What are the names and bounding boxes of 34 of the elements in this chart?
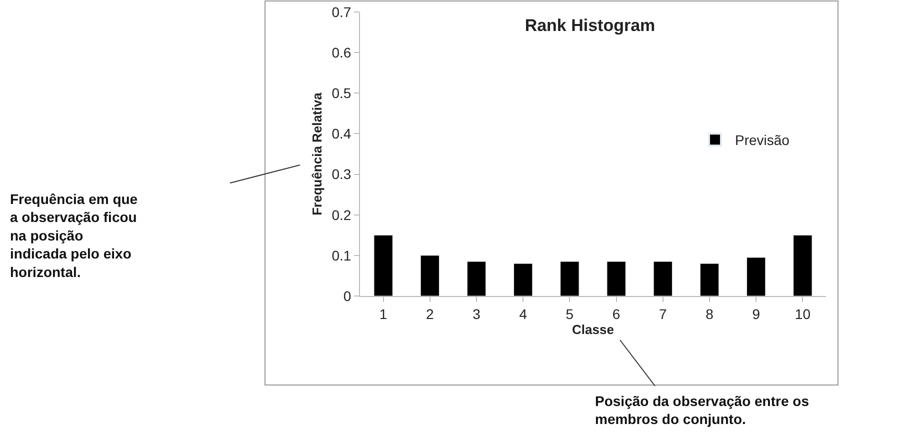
bar [420, 255, 440, 296]
x-tick-label: 10 [794, 306, 811, 322]
x-tick-label: 8 [706, 306, 714, 322]
x-tick-label: 2 [426, 306, 434, 322]
text: Frequência em que a observação ficou na posição indicada pelo eixo horizontal. [10, 191, 138, 280]
bar [653, 261, 672, 296]
x-tick-label: 4 [519, 306, 528, 322]
y-tick-label: 0 [343, 288, 352, 304]
bar [606, 261, 626, 296]
y-tick-label: 0.1 [332, 247, 352, 264]
text: Posição da observação entre os membros do conjunto. [595, 393, 810, 428]
bar [793, 234, 812, 296]
y-tick-label: 0.3 [332, 166, 352, 182]
x-tick-label: 7 [659, 306, 667, 322]
y-tick-label: 0.4 [332, 126, 352, 142]
y-tick-label: 0.7 [332, 4, 352, 20]
x-axis-title: Classe [572, 322, 614, 337]
bar [746, 257, 766, 296]
x-tick-label: 3 [472, 306, 481, 322]
y-tick-label: 0.5 [332, 85, 352, 102]
x-tick-label: 1 [379, 306, 388, 322]
bar [700, 263, 720, 296]
chart-title: Rank Histogram [524, 16, 656, 35]
y-tick-label: 0.6 [332, 44, 352, 60]
legend-label: Previsão [735, 132, 790, 148]
y-axis-title: Frequência Relativa [310, 92, 325, 216]
x-tick-label: 9 [752, 306, 760, 322]
bar [466, 261, 486, 296]
bar [514, 263, 533, 296]
x-tick-label: 6 [612, 306, 620, 322]
x-tick-label: 5 [566, 306, 574, 322]
bar [374, 234, 393, 296]
bar [560, 261, 580, 296]
y-tick-label: 0.2 [332, 206, 352, 223]
